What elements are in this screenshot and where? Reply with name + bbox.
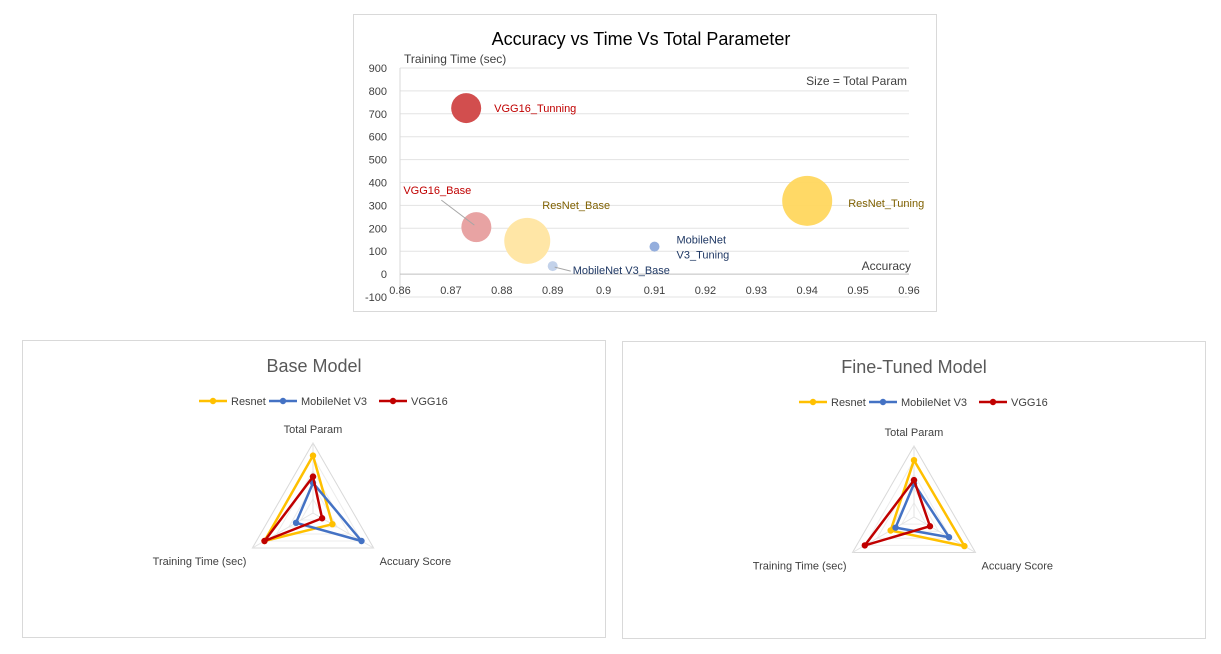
data-label: VGG16_Tunning xyxy=(494,103,576,115)
radar-axis-label: Total Param xyxy=(885,427,944,439)
radar-point xyxy=(910,457,918,464)
radar-series-line xyxy=(294,481,363,543)
radar-point xyxy=(309,473,317,480)
legend-item: Resnet xyxy=(799,397,866,409)
y-tick-label: 800 xyxy=(369,86,387,98)
bubble-chart-panel: Accuracy vs Time Vs Total Parameter Trai… xyxy=(353,14,937,312)
x-tick-label: 0.93 xyxy=(746,285,767,297)
data-label: MobileNet V3_Tuning xyxy=(677,235,730,262)
legend-label: Resnet xyxy=(831,397,866,409)
y-tick-label: 700 xyxy=(369,109,387,121)
leader-line xyxy=(554,266,571,272)
radar-chart-base-panel: Base Model Resnet MobileNet V3 VGG16 Total… xyxy=(22,340,606,638)
radar-point xyxy=(892,524,899,531)
radar-point xyxy=(926,523,934,530)
legend-item: MobileNet V3 xyxy=(269,396,367,408)
x-tick-label: 0.89 xyxy=(542,285,563,297)
radar-series-line xyxy=(863,478,932,547)
radar-gridline xyxy=(251,441,375,549)
chart-title: Accuracy vs Time Vs Total Parameter xyxy=(492,29,791,49)
bubble-mobilenet-v3-base xyxy=(547,261,558,272)
x-tick-label: 0.88 xyxy=(491,285,512,297)
bubble-vgg16-base xyxy=(461,212,492,243)
y-tick-label: 200 xyxy=(369,223,387,235)
data-label: VGG16_Base xyxy=(403,185,471,197)
data-label: ResNet_Base xyxy=(542,200,610,212)
x-tick-label: 0.94 xyxy=(796,285,817,297)
y-tick-label: 100 xyxy=(369,246,387,258)
radar-series-mobilenet-v3 xyxy=(292,479,365,545)
x-tick-label: 0.87 xyxy=(440,285,461,297)
legend-label: MobileNet V3 xyxy=(301,396,367,408)
radar-point xyxy=(292,519,300,526)
x-tick-label: 0.86 xyxy=(389,285,410,297)
legend-item: Resnet xyxy=(199,396,266,408)
radar-axis-label: Accuary Score xyxy=(981,561,1053,573)
chart-title: Base Model xyxy=(266,356,361,376)
radar-chart-fine-tuned-panel: Fine-Tuned Model Resnet MobileNet V3 VGG16… xyxy=(622,341,1206,639)
legend-label: Resnet xyxy=(231,396,266,408)
radar-series-line xyxy=(263,475,324,543)
radar-series-vgg16 xyxy=(861,476,934,549)
legend-item: VGG16 xyxy=(379,396,448,408)
radar-gridline xyxy=(851,444,977,553)
leader-line xyxy=(441,199,475,226)
y-axis-label: Training Time (sec) xyxy=(404,52,506,66)
radar-axis-label: Training Time (sec) xyxy=(153,556,247,568)
bubble-resnet-tuning xyxy=(782,175,833,226)
legend-item: MobileNet V3 xyxy=(869,397,967,409)
legend-label: VGG16 xyxy=(411,396,448,408)
radar-point xyxy=(318,515,326,522)
radar-gridline xyxy=(900,501,928,525)
bubble-mobilenet-v3-tuning xyxy=(649,241,660,252)
y-tick-label: 0 xyxy=(381,269,387,281)
y-tick-label: 900 xyxy=(369,63,387,75)
radar-chart-fine-tuned: Fine-Tuned Model Resnet MobileNet V3 VGG16… xyxy=(753,357,1053,573)
x-tick-label: 0.92 xyxy=(695,285,716,297)
radar-axis-label: Total Param xyxy=(284,424,343,436)
y-tick-label: 300 xyxy=(369,200,387,212)
x-tick-label: 0.9 xyxy=(596,285,611,297)
y-tick-label: 600 xyxy=(369,132,387,144)
radar-point xyxy=(329,521,336,528)
y-tick-label: 400 xyxy=(369,178,387,190)
x-tick-label: 0.95 xyxy=(847,285,868,297)
radar-point xyxy=(945,534,953,541)
x-tick-label: 0.96 xyxy=(898,285,919,297)
radar-axis-label: Training Time (sec) xyxy=(753,561,847,573)
legend-label: VGG16 xyxy=(1011,397,1048,409)
x-axis-label: Accuracy xyxy=(862,259,911,273)
bubble-resnet-base xyxy=(504,217,551,264)
radar-series-line xyxy=(894,482,951,539)
radar-point xyxy=(961,542,968,550)
radar-series-vgg16 xyxy=(261,473,326,545)
bubble-vgg16-tunning xyxy=(451,93,482,124)
radar-axis-label: Accuary Score xyxy=(380,556,452,568)
chart-title: Fine-Tuned Model xyxy=(841,357,986,377)
y-tick-label: 500 xyxy=(369,155,387,167)
radar-point xyxy=(887,527,894,534)
legend-label: MobileNet V3 xyxy=(901,397,967,409)
size-note: Size = Total Param xyxy=(806,74,907,88)
bubble-chart: Accuracy vs Time Vs Total Parameter Trai… xyxy=(365,29,924,304)
radar-point xyxy=(861,542,869,549)
legend-item: VGG16 xyxy=(979,397,1048,409)
radar-chart-base: Base Model Resnet MobileNet V3 VGG16 Total… xyxy=(153,356,452,568)
y-tick-label: -100 xyxy=(365,292,387,304)
radar-point xyxy=(261,537,268,545)
radar-point xyxy=(309,452,317,459)
data-label: ResNet_Tuning xyxy=(848,198,924,210)
radar-point xyxy=(910,476,918,484)
data-label: MobileNet V3_Base xyxy=(573,265,670,277)
x-tick-label: 0.91 xyxy=(644,285,665,297)
radar-point xyxy=(358,537,365,545)
radar-series-line xyxy=(263,454,334,543)
